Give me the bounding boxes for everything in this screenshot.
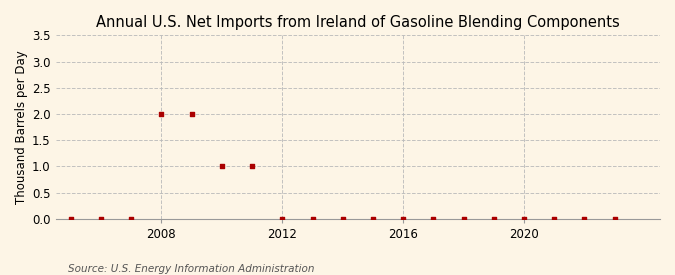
Point bbox=[217, 164, 227, 169]
Point bbox=[156, 112, 167, 116]
Point bbox=[367, 216, 378, 221]
Point bbox=[126, 216, 136, 221]
Point bbox=[338, 216, 348, 221]
Point bbox=[186, 112, 197, 116]
Point bbox=[518, 216, 529, 221]
Title: Annual U.S. Net Imports from Ireland of Gasoline Blending Components: Annual U.S. Net Imports from Ireland of … bbox=[96, 15, 620, 30]
Point bbox=[398, 216, 408, 221]
Text: Source: U.S. Energy Information Administration: Source: U.S. Energy Information Administ… bbox=[68, 264, 314, 274]
Point bbox=[96, 216, 107, 221]
Point bbox=[65, 216, 76, 221]
Point bbox=[277, 216, 288, 221]
Point bbox=[489, 216, 500, 221]
Point bbox=[246, 164, 257, 169]
Point bbox=[610, 216, 620, 221]
Y-axis label: Thousand Barrels per Day: Thousand Barrels per Day bbox=[15, 50, 28, 204]
Point bbox=[428, 216, 439, 221]
Point bbox=[549, 216, 560, 221]
Point bbox=[579, 216, 590, 221]
Point bbox=[307, 216, 318, 221]
Point bbox=[458, 216, 469, 221]
